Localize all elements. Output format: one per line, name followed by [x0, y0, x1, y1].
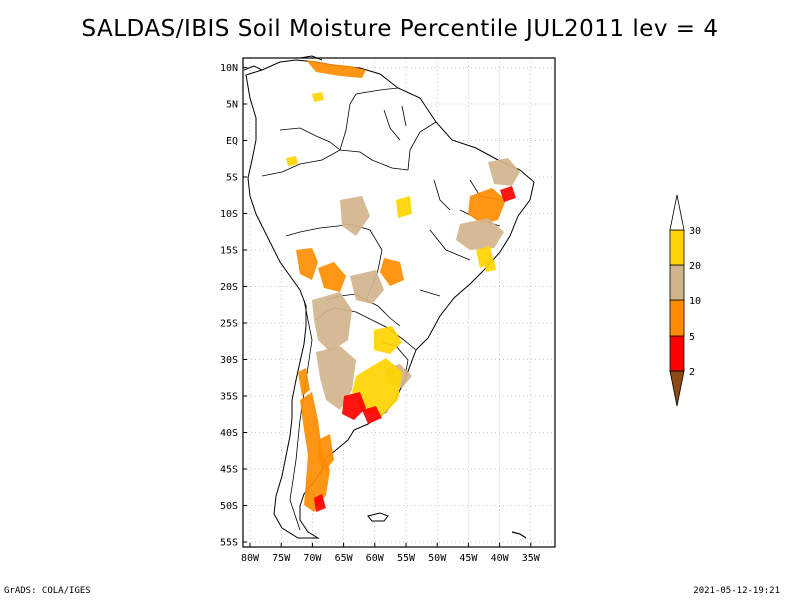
legend-swatch-highest: [669, 194, 685, 231]
lat-tick-label: 50S: [220, 501, 238, 512]
island-east: [511, 531, 527, 539]
data-patch: [316, 346, 356, 410]
legend-label: 30: [689, 226, 701, 237]
data-patch: [362, 406, 382, 424]
legend-label: 5: [689, 332, 695, 343]
lon-tick-label: 55W: [397, 553, 416, 564]
legend-swatch-lowest: [669, 370, 685, 407]
data-patch: [314, 494, 326, 512]
data-patch: [318, 434, 334, 470]
lat-tick-label: 5S: [226, 173, 238, 184]
data-patch: [396, 196, 412, 218]
lon-tick-label: 45W: [459, 553, 478, 564]
legend-swatch: [669, 229, 685, 266]
lat-tick-label: 55S: [220, 538, 238, 549]
falkland-islands: [367, 512, 389, 522]
lon-tick-label: 50W: [428, 553, 447, 564]
lon-tick-label: 40W: [491, 553, 510, 564]
data-patch: [484, 260, 496, 272]
data-patch: [300, 392, 330, 512]
lon-tick-label: 70W: [303, 553, 322, 564]
lon-tick-label: 75W: [272, 553, 291, 564]
data-patch: [488, 158, 520, 186]
lat-tick-label: 35S: [220, 392, 238, 403]
data-patch: [350, 270, 384, 304]
legend-label: 2: [689, 367, 695, 378]
data-patch: [296, 248, 318, 280]
lat-tick-label: 10N: [220, 63, 238, 74]
lat-tick-label: 45S: [220, 465, 238, 476]
lat-tick-label: 30S: [220, 355, 238, 366]
lat-tick-label: 15S: [220, 246, 238, 257]
lon-tick-label: 60W: [366, 553, 385, 564]
data-patch: [342, 392, 366, 420]
data-patch: [352, 358, 402, 418]
data-patch: [340, 196, 370, 236]
legend-label: 10: [689, 296, 701, 307]
lat-tick-label: 10S: [220, 209, 238, 220]
lat-tick-label: 40S: [220, 428, 238, 439]
lon-tick-label: 35W: [522, 553, 541, 564]
data-patch: [312, 292, 352, 352]
lat-tick-label: 25S: [220, 319, 238, 330]
data-patch: [306, 60, 366, 78]
legend-swatch: [669, 299, 685, 337]
data-patch: [468, 188, 506, 224]
data-patch: [298, 368, 310, 396]
lon-tick-label: 80W: [241, 553, 260, 564]
data-patch: [500, 186, 516, 202]
map-title: SALDAS/IBIS Soil Moisture Percentile JUL…: [81, 16, 719, 42]
data-patch: [380, 258, 404, 286]
legend-swatch: [669, 264, 685, 301]
longitude-axis: 80W 75W 70W 65W 60W 55W 50W 45W 40W 35W: [241, 543, 541, 564]
data-patch: [456, 218, 504, 250]
south-america-landmass: [245, 59, 535, 539]
color-legend: 2 5 10 20 30: [669, 194, 701, 407]
legend-swatch: [669, 335, 685, 372]
data-patch: [318, 262, 346, 292]
caribbean-coast: [243, 55, 323, 71]
footer-credit: GrADS: COLA/IGES: [4, 586, 91, 596]
lon-tick-label: 65W: [335, 553, 354, 564]
legend-label: 20: [689, 261, 701, 272]
percentile-data-overlay: [286, 60, 520, 512]
map-frame: [242, 57, 556, 548]
lat-tick-label: 20S: [220, 282, 238, 293]
footer-timestamp: 2021-05-12-19:21: [693, 586, 780, 596]
latitude-axis: 10N 5N EQ 5S 10S 15S 20S 25S 30S 35S 40S 45S 50S 55S: [220, 63, 247, 549]
lat-tick-label: 5N: [226, 100, 238, 111]
data-patch: [312, 92, 324, 102]
data-patch: [286, 156, 298, 166]
data-patch: [374, 326, 402, 354]
lat-tick-label: EQ: [226, 136, 238, 147]
